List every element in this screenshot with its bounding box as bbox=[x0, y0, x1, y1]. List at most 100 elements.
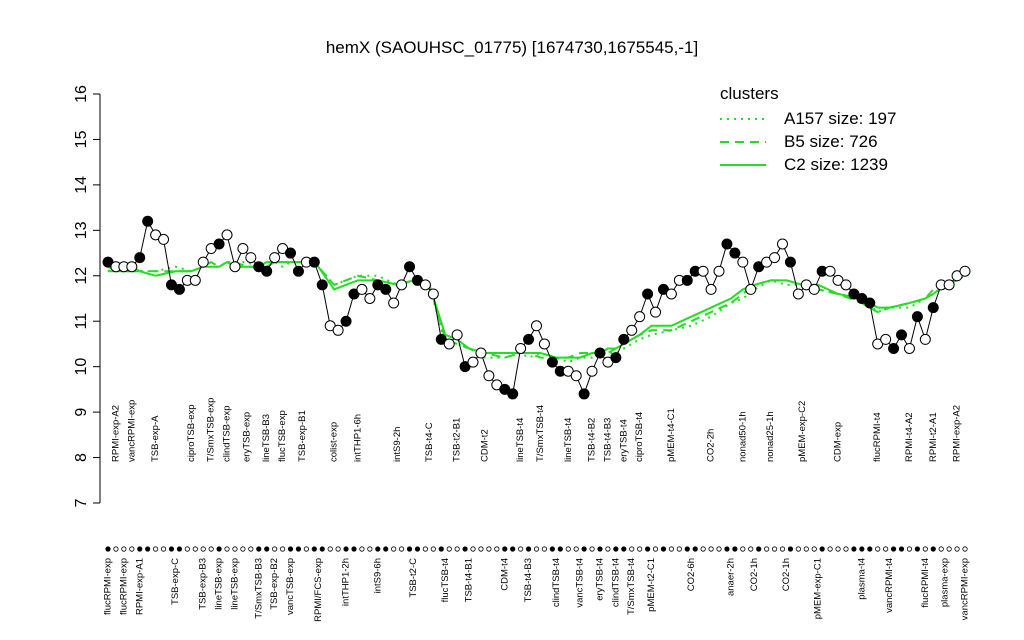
point bbox=[308, 256, 320, 268]
y-tick-label: 16 bbox=[73, 85, 90, 103]
group-label: vancRPMI-exp bbox=[126, 400, 137, 462]
point bbox=[443, 338, 455, 350]
group-label: RPMI-t2-A1 bbox=[928, 412, 939, 462]
group-label: TSB-exp-C bbox=[170, 558, 181, 605]
group-label: pMEM-t2-C1 bbox=[646, 558, 657, 612]
rug-dot bbox=[454, 546, 460, 552]
point bbox=[888, 342, 900, 354]
rug-dot bbox=[160, 546, 167, 552]
group-label: RPMI/FCS-exp bbox=[313, 558, 324, 622]
group-label: lineTSB-exp bbox=[214, 558, 225, 610]
rug-dot bbox=[232, 546, 238, 552]
point bbox=[285, 247, 297, 259]
rug-dot bbox=[883, 546, 889, 552]
rug-dot bbox=[676, 546, 682, 552]
group-label: colist-exp bbox=[329, 422, 340, 462]
rug-dot bbox=[533, 546, 540, 552]
point bbox=[332, 324, 344, 336]
point bbox=[419, 279, 431, 291]
rug-dot bbox=[129, 546, 135, 552]
rug-dot bbox=[819, 546, 825, 552]
rug-dot bbox=[216, 546, 222, 552]
point bbox=[721, 238, 733, 250]
group-label: intTHP1-6h bbox=[352, 414, 363, 462]
point bbox=[697, 265, 709, 277]
rug-dot bbox=[446, 546, 452, 552]
rug-dot bbox=[930, 546, 936, 552]
group-label: plasma-t4 bbox=[856, 558, 867, 600]
point bbox=[142, 215, 154, 227]
point bbox=[538, 338, 550, 350]
group-label: pMEM-exp-C1 bbox=[813, 558, 824, 619]
rug-dot bbox=[486, 546, 492, 552]
point bbox=[380, 283, 392, 295]
group-label: eryTSB-exp bbox=[241, 412, 252, 462]
rug-dot bbox=[779, 546, 786, 552]
point bbox=[269, 252, 281, 264]
legend-label: C2 size: 1239 bbox=[784, 155, 888, 174]
point bbox=[451, 329, 463, 341]
y-tick-label: 13 bbox=[73, 221, 90, 239]
rug-dot bbox=[518, 546, 524, 552]
y-tick-label: 14 bbox=[73, 176, 90, 194]
group-label: TSB-t2-B1 bbox=[452, 418, 463, 462]
rug-dot bbox=[684, 546, 690, 552]
rug-dot bbox=[962, 546, 968, 552]
rug-dot bbox=[589, 546, 595, 552]
rug-dot bbox=[867, 546, 873, 552]
rug-dot bbox=[708, 546, 714, 552]
rug-dot bbox=[335, 546, 341, 552]
group-label: vancTSB-exp bbox=[285, 558, 296, 615]
rug-dot bbox=[367, 546, 373, 552]
rug-dot bbox=[835, 546, 841, 552]
group-label: pMEM-exp-C2 bbox=[797, 401, 808, 462]
group-label: eryTSB-t4 bbox=[618, 419, 629, 462]
rug-dot bbox=[914, 546, 920, 552]
rug-dot bbox=[541, 546, 548, 552]
group-label: T/SmxTSB-B3 bbox=[253, 558, 264, 619]
point bbox=[626, 324, 638, 336]
rug-dot bbox=[756, 546, 762, 552]
rug-dot bbox=[406, 546, 413, 552]
rug-dot bbox=[724, 546, 730, 552]
point bbox=[173, 283, 185, 295]
group-label: RPMI-t4-A2 bbox=[904, 412, 915, 462]
y-tick-label: 9 bbox=[73, 408, 90, 417]
point bbox=[594, 347, 606, 359]
point bbox=[237, 243, 249, 255]
rug-dot bbox=[890, 546, 897, 552]
point bbox=[705, 283, 717, 295]
group-label: anaer-2h bbox=[725, 558, 736, 596]
rug-dot bbox=[811, 546, 817, 552]
rug-dot bbox=[279, 546, 286, 552]
point bbox=[356, 283, 368, 295]
rug-dot bbox=[906, 546, 913, 552]
point bbox=[792, 288, 804, 300]
group-label: vancRPMI-exp bbox=[960, 558, 971, 620]
rug-dot bbox=[502, 546, 508, 552]
rug-dot bbox=[549, 546, 555, 552]
rug-dot bbox=[248, 546, 254, 552]
rug-dot bbox=[732, 546, 738, 552]
rug-dot bbox=[462, 546, 468, 552]
rug-dot bbox=[787, 546, 794, 552]
group-label: lineTSB-B3 bbox=[261, 414, 272, 462]
data-line bbox=[107, 219, 966, 396]
point bbox=[261, 265, 273, 277]
rug-dot bbox=[176, 546, 183, 552]
point bbox=[911, 311, 923, 323]
group-label: flucRPMI-exp bbox=[118, 558, 129, 615]
point bbox=[213, 238, 225, 250]
point bbox=[903, 342, 915, 354]
point bbox=[570, 370, 582, 382]
group-label: CDM-exp bbox=[833, 422, 844, 462]
rug-dot bbox=[137, 546, 143, 552]
group-label: TSB-exp-B3 bbox=[198, 558, 209, 610]
rug-dot bbox=[898, 546, 905, 552]
rug-dot bbox=[946, 546, 952, 552]
rug-dot bbox=[319, 546, 325, 552]
point bbox=[808, 283, 820, 295]
group-label: vancRPMI-t4 bbox=[884, 558, 895, 613]
rug-dot bbox=[240, 546, 246, 552]
